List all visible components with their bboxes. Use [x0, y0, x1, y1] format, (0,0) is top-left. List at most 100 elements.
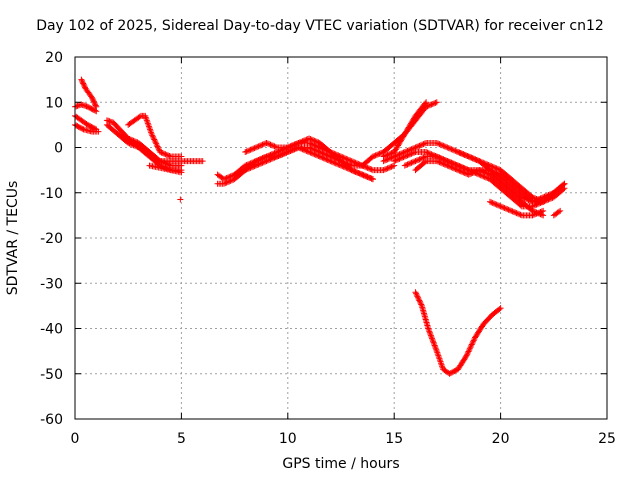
data-point	[478, 168, 485, 175]
data-point	[356, 170, 363, 177]
data-point	[439, 160, 446, 167]
data-point	[242, 167, 249, 174]
data-point	[250, 145, 257, 152]
data-point	[466, 347, 473, 354]
data-point	[254, 143, 261, 150]
data-point	[441, 161, 448, 168]
y-tick-label: -60	[40, 412, 63, 428]
data-point	[243, 148, 250, 155]
data-point	[432, 99, 439, 106]
data-point	[436, 141, 443, 148]
data-point	[247, 146, 254, 153]
data-point	[125, 139, 132, 146]
data-point	[367, 165, 374, 172]
data-point	[416, 142, 423, 149]
data-point	[318, 149, 325, 156]
data-point	[361, 172, 368, 179]
data-point	[465, 348, 472, 355]
data-point	[516, 211, 523, 218]
data-point	[426, 329, 433, 336]
data-point	[453, 166, 460, 173]
data-point	[468, 341, 475, 348]
data-point	[510, 208, 517, 215]
data-point	[542, 193, 549, 200]
data-point	[461, 169, 468, 176]
data-point	[435, 354, 442, 361]
data-point	[545, 192, 552, 199]
y-tick-label: 20	[45, 50, 63, 66]
data-point	[409, 150, 416, 157]
data-point	[533, 210, 540, 217]
data-point	[252, 162, 259, 169]
data-point	[411, 158, 418, 165]
data-point	[310, 137, 317, 144]
data-point	[226, 178, 233, 185]
data-point	[436, 355, 443, 362]
data-point	[439, 142, 446, 149]
data-point	[401, 153, 408, 160]
data-point	[338, 158, 344, 165]
data-point	[448, 146, 455, 153]
y-tick-label: -30	[40, 276, 63, 292]
data-point	[426, 328, 433, 335]
data-point	[437, 141, 444, 148]
data-point	[296, 139, 303, 146]
data-point	[445, 163, 452, 170]
data-point	[397, 155, 404, 162]
y-tick-label: -20	[40, 231, 63, 247]
data-point	[256, 142, 263, 149]
series-dip	[412, 289, 504, 377]
data-point	[147, 126, 154, 133]
data-point	[409, 159, 416, 166]
data-point	[440, 160, 447, 167]
data-point	[381, 166, 388, 173]
data-point	[130, 142, 137, 149]
data-point	[427, 331, 434, 338]
data-point	[270, 155, 277, 162]
data-point	[136, 113, 143, 120]
series-outlier	[177, 196, 184, 203]
data-point	[541, 193, 548, 200]
data-point	[470, 337, 477, 344]
data-point	[388, 154, 395, 161]
data-point	[302, 137, 309, 144]
data-point	[427, 102, 434, 109]
data-point	[497, 305, 504, 312]
data-point	[416, 297, 423, 304]
data-point	[263, 139, 270, 146]
data-point	[486, 198, 493, 205]
data-point	[412, 289, 419, 296]
data-point	[468, 154, 475, 161]
series-track-u	[486, 198, 547, 219]
data-point	[496, 306, 503, 313]
data-point	[560, 181, 567, 188]
data-point	[311, 137, 318, 144]
data-point	[248, 146, 255, 153]
data-point	[367, 175, 374, 182]
data-point	[266, 141, 273, 148]
data-point	[469, 155, 476, 162]
data-point	[471, 155, 477, 162]
data-point	[465, 171, 472, 178]
data-point	[536, 195, 543, 202]
data-point	[387, 155, 394, 162]
data-point	[298, 138, 305, 145]
data-point	[540, 194, 547, 201]
data-point	[246, 147, 253, 154]
data-point	[363, 173, 370, 180]
data-point	[258, 142, 265, 149]
data-point	[251, 163, 258, 170]
data-point	[431, 342, 438, 349]
series-track-t	[455, 149, 568, 205]
data-point	[437, 358, 444, 365]
data-point	[456, 167, 463, 174]
data-point	[444, 162, 451, 169]
data-point	[482, 169, 489, 176]
data-point	[159, 150, 166, 157]
data-point	[530, 211, 537, 218]
data-point	[364, 164, 371, 171]
data-point	[421, 159, 428, 166]
data-points	[72, 76, 568, 377]
data-point	[178, 169, 185, 176]
data-point	[306, 135, 313, 142]
